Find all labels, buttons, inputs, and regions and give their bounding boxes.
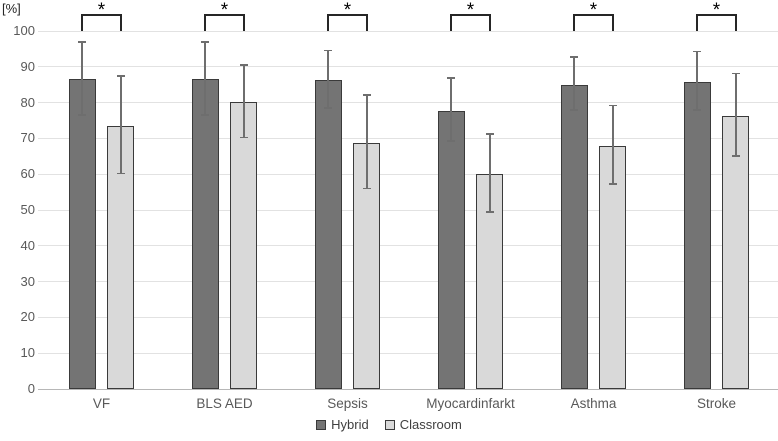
error-cap-top	[201, 40, 210, 43]
gridline	[38, 102, 778, 104]
error-cap-top	[116, 74, 125, 77]
significance-asterisk: *	[466, 0, 475, 21]
y-tick-label: 40	[20, 237, 35, 253]
error-cap-bottom	[570, 108, 579, 111]
significance-bracket-sepsis	[327, 14, 368, 31]
error-cap-top	[693, 50, 702, 53]
error-cap-bottom	[116, 172, 125, 175]
significance-asterisk: *	[97, 0, 106, 21]
error-cap-top	[570, 55, 579, 58]
x-category-label-vf: VF	[92, 396, 111, 411]
y-tick-label: 70	[20, 130, 35, 146]
error-cap-bottom	[447, 140, 456, 143]
gridline	[38, 245, 778, 247]
error-bar-classroom-bls-aed	[243, 65, 245, 138]
bar-hybrid-stroke	[683, 82, 711, 389]
bar-classroom-bls-aed	[230, 102, 258, 389]
y-tick-label: 30	[20, 273, 35, 289]
significance-bracket-vf	[81, 14, 122, 31]
y-tick-label: 50	[20, 202, 35, 217]
error-bar-classroom-myocardinfarkt	[489, 133, 491, 212]
error-bar-hybrid-bls-aed	[204, 41, 206, 115]
y-axis-unit-label: [%]	[2, 1, 21, 16]
significance-asterisk: *	[220, 0, 229, 21]
error-cap-top	[324, 49, 333, 52]
error-cap-top	[78, 40, 87, 43]
error-bar-hybrid-stroke	[696, 51, 698, 110]
error-cap-bottom	[731, 155, 740, 157]
legend-swatch-icon	[316, 419, 327, 430]
x-axis-line	[38, 388, 778, 390]
bar-hybrid-vf	[68, 79, 96, 389]
error-cap-bottom	[693, 108, 702, 111]
legend-item-classroom: Classroom	[384, 417, 462, 432]
error-bar-hybrid-sepsis	[327, 50, 329, 108]
bar-hybrid-asthma	[560, 85, 588, 389]
error-cap-top	[485, 132, 494, 135]
error-cap-bottom	[78, 113, 87, 116]
error-cap-bottom	[201, 113, 210, 116]
x-category-label-myocardinfarkt: Myocardinfarkt	[426, 396, 515, 411]
y-tick-label: 20	[20, 309, 35, 325]
error-cap-top	[608, 104, 617, 107]
significance-bracket-myocardinfarkt	[450, 14, 491, 31]
y-tick-label: 80	[20, 94, 35, 110]
gridline	[38, 281, 778, 283]
legend: Hybrid Classroom	[0, 417, 778, 432]
bar-classroom-asthma	[599, 146, 627, 389]
y-tick-label: 10	[20, 345, 35, 361]
error-cap-top	[239, 64, 248, 66]
error-bar-classroom-vf	[120, 75, 122, 174]
legend-label: Classroom	[399, 417, 462, 432]
error-bar-hybrid-vf	[81, 41, 83, 115]
legend-swatch-icon	[384, 419, 395, 430]
legend-item-hybrid: Hybrid	[316, 417, 369, 432]
error-bar-hybrid-asthma	[573, 56, 575, 110]
gridline	[38, 30, 778, 32]
error-cap-bottom	[362, 187, 371, 190]
error-cap-bottom	[608, 183, 617, 186]
x-category-label-bls-aed: BLS AED	[196, 396, 253, 411]
bar-classroom-stroke	[722, 116, 750, 389]
gridline	[38, 209, 778, 211]
legend-label: Hybrid	[331, 417, 369, 432]
bar-hybrid-bls-aed	[191, 79, 219, 389]
bar-hybrid-sepsis	[314, 79, 342, 389]
gridline	[38, 66, 778, 68]
x-category-label-asthma: Asthma	[570, 396, 617, 411]
significance-asterisk: *	[343, 0, 352, 21]
x-category-label-stroke: Stroke	[696, 396, 737, 411]
gridline	[38, 316, 778, 318]
error-cap-top	[731, 72, 740, 75]
gridline	[38, 137, 778, 139]
error-cap-top	[447, 77, 456, 79]
bar-hybrid-myocardinfarkt	[437, 110, 465, 389]
gridline	[38, 173, 778, 175]
significance-asterisk: *	[712, 0, 721, 21]
error-bar-hybrid-myocardinfarkt	[450, 77, 452, 142]
significance-bracket-asthma	[573, 14, 614, 31]
significance-asterisk: *	[589, 0, 598, 21]
error-bar-classroom-stroke	[735, 73, 737, 156]
significance-bracket-stroke	[696, 14, 737, 31]
error-cap-bottom	[239, 136, 248, 139]
y-tick-label: 100	[13, 23, 35, 38]
y-tick-label: 90	[20, 58, 35, 74]
x-category-label-sepsis: Sepsis	[327, 396, 368, 411]
y-tick-label: 60	[20, 166, 35, 182]
error-cap-bottom	[324, 107, 333, 109]
error-bar-classroom-sepsis	[366, 94, 368, 189]
y-tick-label: 0	[27, 381, 35, 396]
error-bar-classroom-asthma	[612, 105, 614, 185]
gridline	[38, 352, 778, 354]
significance-bracket-bls-aed	[204, 14, 245, 31]
error-cap-bottom	[485, 210, 494, 213]
error-cap-top	[362, 93, 371, 96]
